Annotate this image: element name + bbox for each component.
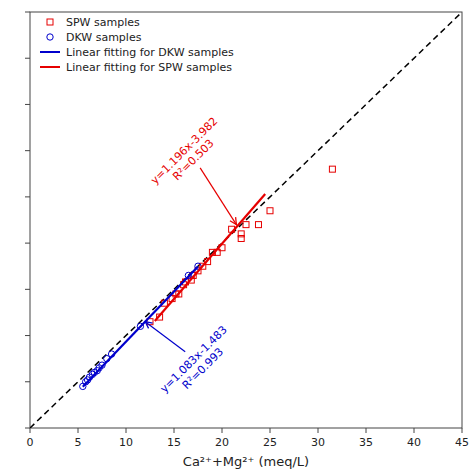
legend-label: SPW samples: [66, 16, 140, 29]
x-tick: [174, 428, 175, 433]
legend-swatch: [40, 51, 60, 53]
axes: 0 5 10 15 20 25 30 35 40 45: [25, 12, 469, 449]
x-tick-label: 35: [359, 436, 373, 449]
x-tick-label: 30: [311, 436, 325, 449]
x-tick-label: 15: [167, 436, 181, 449]
reference-line: [30, 12, 462, 428]
annotation-line: R²=0.993: [180, 345, 227, 392]
legend-item: Linear fitting for DKW samples: [40, 46, 234, 59]
x-tick: [270, 428, 271, 433]
x-tick-label: 25: [263, 436, 277, 449]
legend-label: DKW samples: [66, 31, 142, 44]
plot-frame: [30, 12, 462, 428]
chart: 0 5 10 15 20 25 30 35 40 45 Ca²⁺+Mg²⁺ (meq/L) y=1.1…: [0, 0, 474, 474]
legend-swatch: [40, 66, 60, 68]
annotation: y=1.196x-3.982R²=0.503: [148, 115, 229, 196]
legend-label: Linear fitting for SPW samples: [66, 61, 232, 74]
fit-line: [155, 194, 265, 321]
y-tick: [25, 104, 30, 105]
x-tick: [366, 428, 367, 433]
annotations: y=1.196x-3.982R²=0.503y=1.083x-1.483R²=0…: [145, 115, 239, 405]
y-tick: [25, 58, 30, 59]
legend-label: Linear fitting for DKW samples: [66, 46, 234, 59]
point: [329, 166, 335, 172]
x-tick-label: 5: [75, 436, 82, 449]
x-tick: [30, 428, 31, 433]
x-tick: [462, 428, 463, 433]
y-tick: [25, 150, 30, 151]
x-tick: [222, 428, 223, 433]
x-tick: [126, 428, 127, 433]
annotation-line: R²=0.503: [170, 137, 217, 184]
plot-area: [30, 12, 462, 428]
y-tick: [25, 428, 30, 429]
x-axis-label: Ca²⁺+Mg²⁺ (meq/L): [183, 454, 309, 469]
legend-item: DKW samples: [47, 31, 142, 44]
legend-item: SPW samples: [47, 16, 140, 29]
legend-swatch: [47, 19, 53, 25]
y-tick: [25, 196, 30, 197]
x-tick-label: 20: [215, 436, 229, 449]
x-tick: [318, 428, 319, 433]
annotation: y=1.083x-1.483R²=0.993: [158, 323, 239, 404]
lines: [30, 12, 462, 428]
x-tick-label: 10: [119, 436, 133, 449]
annotation-arrow: [200, 168, 236, 225]
y-tick: [25, 289, 30, 290]
y-tick: [25, 12, 30, 13]
x-tick: [78, 428, 79, 433]
fit-lines: [83, 194, 265, 387]
point: [238, 231, 244, 237]
y-tick: [25, 243, 30, 244]
x-tick-label: 40: [407, 436, 421, 449]
y-tick: [25, 335, 30, 336]
point: [243, 222, 249, 228]
annotation-line: y=1.196x-3.982: [148, 115, 220, 187]
point: [255, 222, 261, 228]
legend-item: Linear fitting for SPW samples: [40, 61, 232, 74]
y-tick: [25, 381, 30, 382]
x-tick-label: 0: [27, 436, 34, 449]
legend: SPW samples DKW samples Linear fitting for…: [40, 16, 234, 74]
point: [267, 208, 273, 214]
x-tick-label: 45: [455, 436, 469, 449]
legend-swatch: [47, 34, 53, 40]
annotation-arrow: [145, 322, 185, 352]
x-tick: [414, 428, 415, 433]
annotation-line: y=1.083x-1.483: [158, 323, 230, 395]
